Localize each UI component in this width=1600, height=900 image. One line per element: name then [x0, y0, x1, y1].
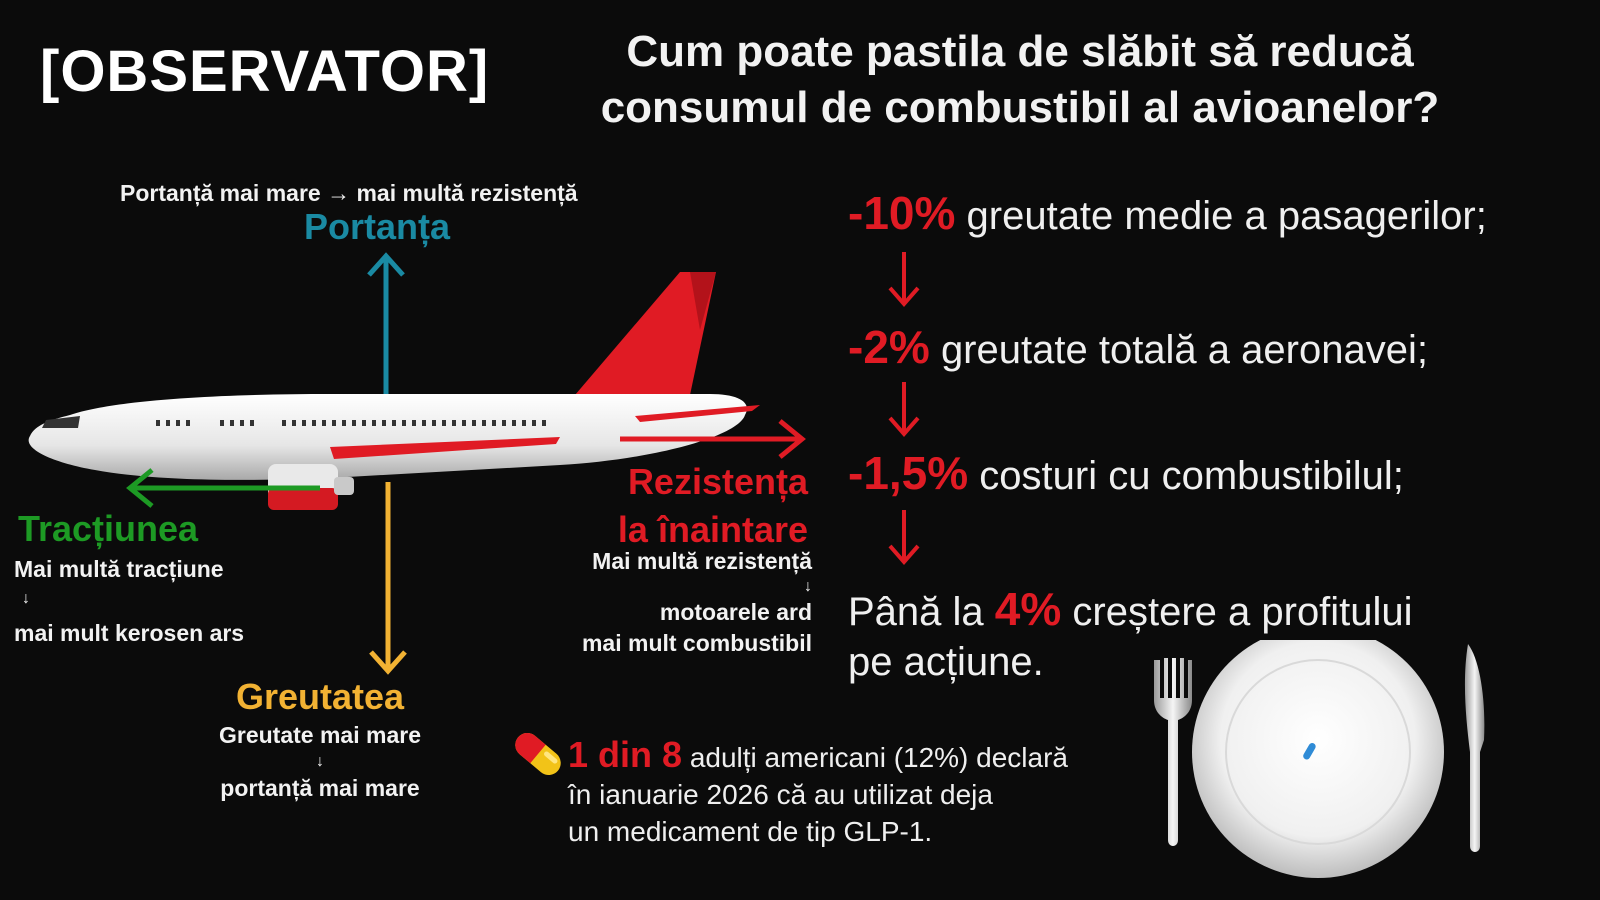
pill-on-plate-icon	[1303, 742, 1316, 760]
weight-block: Greutatea Greutate mai mare ↓ portanță m…	[190, 676, 450, 802]
glp-line-1: adulți americani (12%) declară	[689, 742, 1068, 773]
plate-setting	[1154, 640, 1485, 878]
thrust-title: Tracțiunea	[18, 508, 199, 549]
drag-title-line-1: Rezistența	[627, 461, 808, 502]
title-line-2: consumul de combustibil al avioanelor?	[600, 83, 1440, 132]
stat-passenger-weight: -10% greutate medie a pasagerilor;	[848, 186, 1487, 240]
drag-arrow	[620, 419, 806, 459]
thrust-line-2: mai mult kerosen ars	[14, 620, 245, 646]
drag-line-3: mai mult combustibil	[581, 630, 812, 656]
glp-highlight: 1 din 8	[568, 734, 683, 775]
lift-arrow	[367, 252, 405, 395]
plate-icon	[1192, 640, 1444, 878]
page-title: Cum poate pastila de slăbit să reducă co…	[520, 24, 1520, 136]
profit-suffix: creștere a profitului	[1072, 590, 1413, 634]
airplane-icon	[28, 272, 760, 510]
stat-aircraft-weight: -2% greutate totală a aeronavei;	[848, 320, 1428, 374]
glp-line-3: un medicament de tip GLP-1.	[568, 816, 933, 847]
drag-line-1: Mai multă rezistență	[592, 548, 812, 574]
pill-icon	[515, 733, 561, 775]
fork-icon	[1154, 658, 1192, 846]
glp-statement: 1 din 8 adulți americani (12%) declară î…	[568, 736, 1068, 850]
drag-description: Mai multă rezistență ↓ motoarele ard mai…	[582, 546, 812, 659]
weight-line-1: Greutate mai mare	[219, 722, 421, 748]
stat-text: costuri cu combustibilul;	[979, 454, 1404, 498]
stat-pct: -10%	[848, 187, 956, 239]
airplane-forces-diagram	[28, 252, 806, 675]
profit-pct: 4%	[994, 583, 1062, 635]
thrust-arrow	[126, 468, 320, 508]
weight-arrow-glyph: ↓	[316, 753, 324, 770]
title-line-1: Cum poate pastila de slăbit să reducă	[626, 27, 1414, 76]
stat-fuel-costs: -1,5% costuri cu combustibilul;	[848, 446, 1404, 500]
weight-title: Greutatea	[235, 676, 405, 717]
stat-pct: -2%	[848, 321, 930, 373]
drag-title-line-2: la înaintare	[617, 509, 808, 550]
drag-line-2: motoarele ard	[659, 599, 812, 625]
thrust-line-1: Mai multă tracțiune	[14, 556, 224, 582]
down-arrow-icon	[888, 510, 920, 566]
profit-prefix: Până la	[848, 590, 984, 634]
weight-arrow	[369, 482, 407, 675]
knife-icon	[1464, 644, 1485, 852]
drag-arrow-glyph: ↓	[804, 578, 812, 595]
down-arrow-icon	[888, 382, 920, 438]
stat-profit: Până la 4% creștere a profitului pe acți…	[848, 584, 1413, 687]
lift-title: Portanța	[304, 206, 451, 247]
thrust-arrow-glyph: ↓	[22, 590, 30, 607]
lift-note: Portanță mai mare → mai multă rezistență	[120, 180, 578, 206]
observator-logo: [OBSERVATOR]	[40, 39, 490, 104]
down-arrow-icon	[888, 252, 920, 308]
profit-line-2: pe acțiune.	[848, 640, 1044, 684]
stat-text: greutate medie a pasagerilor;	[966, 194, 1487, 238]
stat-text: greutate totală a aeronavei;	[940, 328, 1428, 372]
weight-line-2: portanță mai mare	[220, 775, 420, 801]
glp-line-2: în ianuarie 2026 că au utilizat deja	[568, 779, 993, 810]
stat-pct: -1,5%	[848, 447, 969, 499]
drag-title: Rezistența la înaintare	[618, 458, 808, 554]
